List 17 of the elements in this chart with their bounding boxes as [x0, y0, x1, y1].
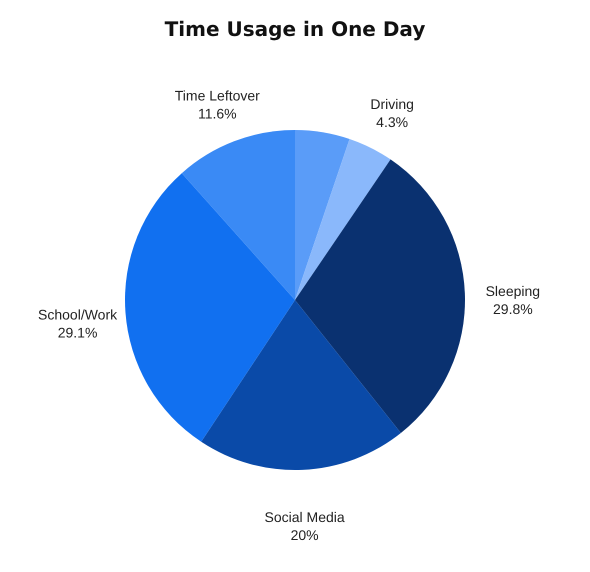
- data-label: 29.8%: [492, 300, 533, 317]
- slice-label: Social Media: [264, 508, 345, 525]
- slice-label: Time Leftover: [174, 87, 260, 104]
- slice-label: School/Work: [38, 306, 118, 323]
- chart-title: Time Usage in One Day: [164, 17, 426, 41]
- pie-slice: [201, 300, 401, 470]
- pie-slice: [295, 130, 350, 300]
- pie-slice: [295, 159, 465, 434]
- data-label: 4.3%: [376, 114, 408, 130]
- data-label: 29.1%: [58, 324, 98, 341]
- pie-slice: [182, 130, 295, 300]
- slice-label: Driving: [370, 96, 414, 112]
- data-label: 11.6%: [198, 105, 237, 122]
- slice-label: Sleeping: [486, 282, 540, 299]
- pie-slice: [125, 173, 295, 442]
- pie-slice: [295, 138, 391, 300]
- data-label: 20%: [290, 526, 319, 543]
